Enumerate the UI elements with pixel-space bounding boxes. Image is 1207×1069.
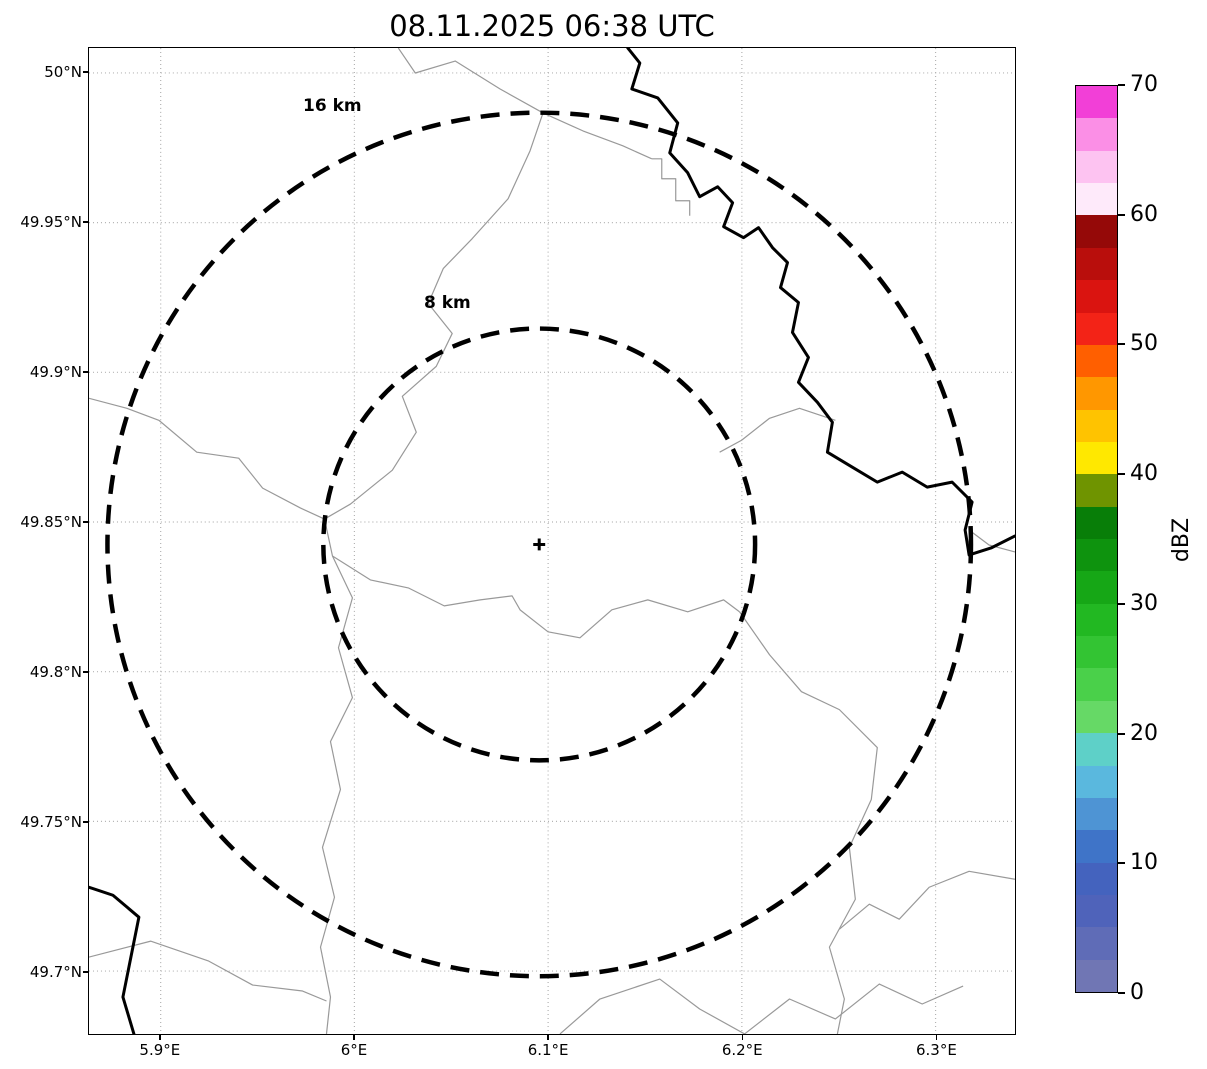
colorbar-segment [1076,312,1117,345]
colorbar-tick-mark [1118,213,1125,216]
map-canvas [89,48,1015,1034]
colorbar-segment [1076,959,1117,993]
colorbar-segment [1076,571,1117,604]
y-tick-mark [83,671,88,673]
colorbar-segment [1076,927,1117,960]
y-tick-label: 49.95°N [20,212,82,231]
colorbar-segment [1076,183,1117,216]
colorbar-tick-label: 0 [1130,980,1144,1005]
colorbar [1075,85,1118,993]
colorbar-tick-label: 70 [1130,72,1158,97]
colorbar-segment [1076,733,1117,766]
colorbar-segment [1076,539,1117,572]
colorbar-segment [1076,668,1117,701]
boundary-line [739,611,878,1034]
boundary-line [89,397,325,520]
y-tick-label: 49.8°N [29,662,82,681]
boundary-line [332,555,740,639]
plot-title: 08.11.2025 06:38 UTC [389,9,715,43]
y-tick-label: 49.85°N [20,512,82,531]
colorbar-tick-label: 30 [1130,590,1158,616]
colorbar-segment [1076,765,1117,798]
y-tick-label: 49.9°N [29,362,82,381]
colorbar-segment [1076,118,1117,151]
boundary-line [838,870,1015,930]
x-tick-mark [353,1035,355,1040]
y-tick-mark [83,371,88,373]
colorbar-segment [1076,344,1117,378]
colorbar-tick-mark [1118,862,1125,865]
colorbar-segment [1076,700,1117,734]
colorbar-axis-label: dBZ [1169,517,1194,563]
x-tick-label: 6.2°E [721,1041,763,1059]
colorbar-segment [1076,603,1117,637]
boundary-line [319,518,354,1034]
map-plot-area: 16 km 8 km [88,47,1016,1035]
range-ring-label-8km: 8 km [424,293,471,313]
colorbar-tick-mark [1118,84,1125,86]
y-tick-mark [83,821,88,823]
y-tick-mark [83,221,88,223]
colorbar-segment [1076,862,1117,895]
radar-center-marker [533,538,546,551]
x-tick-label: 6°E [340,1041,368,1059]
boundary-line [719,407,836,453]
boundary-line [542,112,653,160]
range-ring-8km [321,326,758,763]
x-tick-label: 6.1°E [527,1041,569,1059]
colorbar-tick-mark [1118,343,1125,346]
x-tick-mark [159,1035,161,1040]
colorbar-tick-mark [1118,473,1125,476]
colorbar-segment [1076,409,1117,442]
colorbar-segment [1076,636,1117,669]
x-tick-mark [547,1035,549,1040]
range-ring-label-16km: 16 km [303,96,362,116]
colorbar-segment [1076,474,1117,507]
colorbar-segments [1076,86,1117,993]
colorbar-segment [1076,215,1117,248]
boundary-line [968,529,1015,553]
colorbar-segment [1076,86,1117,119]
y-tick-label: 49.75°N [20,812,82,831]
boundary-line [744,983,964,1034]
boundary-line [651,158,691,216]
x-tick-label: 6.3°E [915,1041,957,1059]
y-tick-mark [83,521,88,523]
colorbar-segment [1076,506,1117,540]
boundary-line [89,940,327,1002]
colorbar-segment [1076,797,1117,831]
colorbar-segment [1076,247,1117,281]
colorbar-tick-label: 20 [1130,720,1158,746]
colorbar-segment [1076,377,1117,410]
boundary-line [324,48,544,520]
x-tick-label: 5.9°E [139,1041,181,1059]
y-tick-label: 50°N [44,62,82,81]
x-tick-mark [935,1035,938,1040]
colorbar-tick-label: 50 [1130,331,1158,357]
river-line [89,885,141,1034]
y-tick-label: 49.7°N [29,962,82,981]
colorbar-segment [1076,441,1117,475]
range-ring-16km [105,110,974,979]
colorbar-tick-label: 60 [1130,201,1158,227]
boundary-line [559,978,745,1034]
colorbar-segment [1076,830,1117,863]
colorbar-segment [1076,280,1117,313]
river-line [626,48,1015,557]
colorbar-tick-mark [1118,992,1125,994]
colorbar-tick-label: 10 [1130,850,1158,876]
colorbar-tick-label: 40 [1130,461,1158,487]
colorbar-segment [1076,150,1117,184]
colorbar-tick-mark [1118,732,1125,735]
colorbar-tick-mark [1118,602,1125,605]
x-tick-mark [741,1035,743,1040]
y-tick-mark [83,971,88,973]
colorbar-segment [1076,894,1117,928]
y-tick-mark [83,71,88,73]
